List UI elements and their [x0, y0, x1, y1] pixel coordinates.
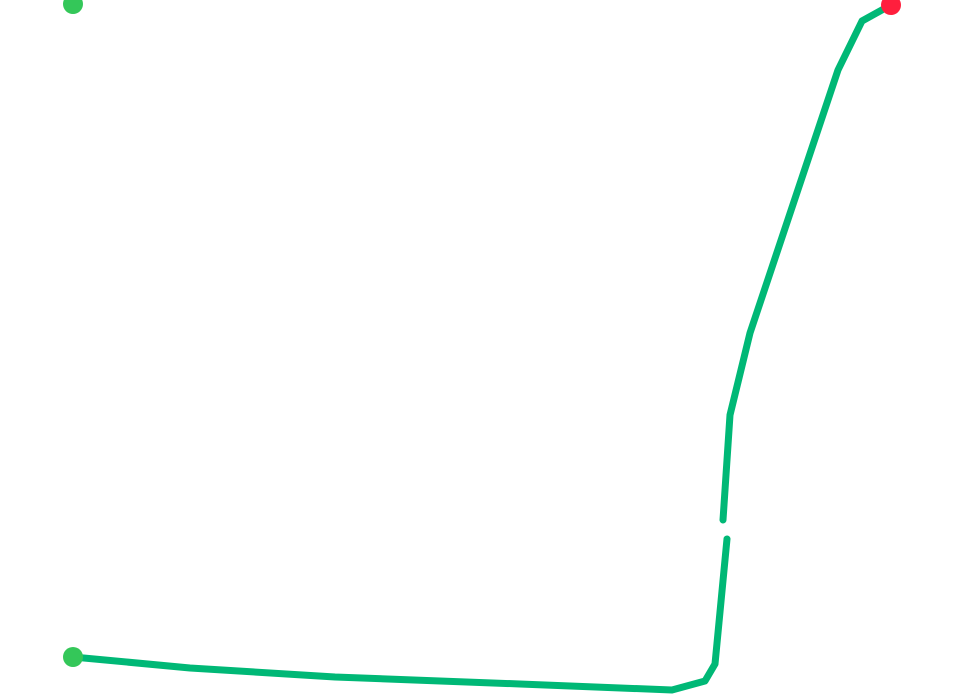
start-dot-icon[interactable]	[63, 0, 83, 14]
start-dot-icon[interactable]	[63, 647, 83, 667]
route-segment	[69, 535, 731, 694]
route-segment	[719, 1, 895, 524]
end-dot-icon[interactable]	[881, 0, 901, 15]
